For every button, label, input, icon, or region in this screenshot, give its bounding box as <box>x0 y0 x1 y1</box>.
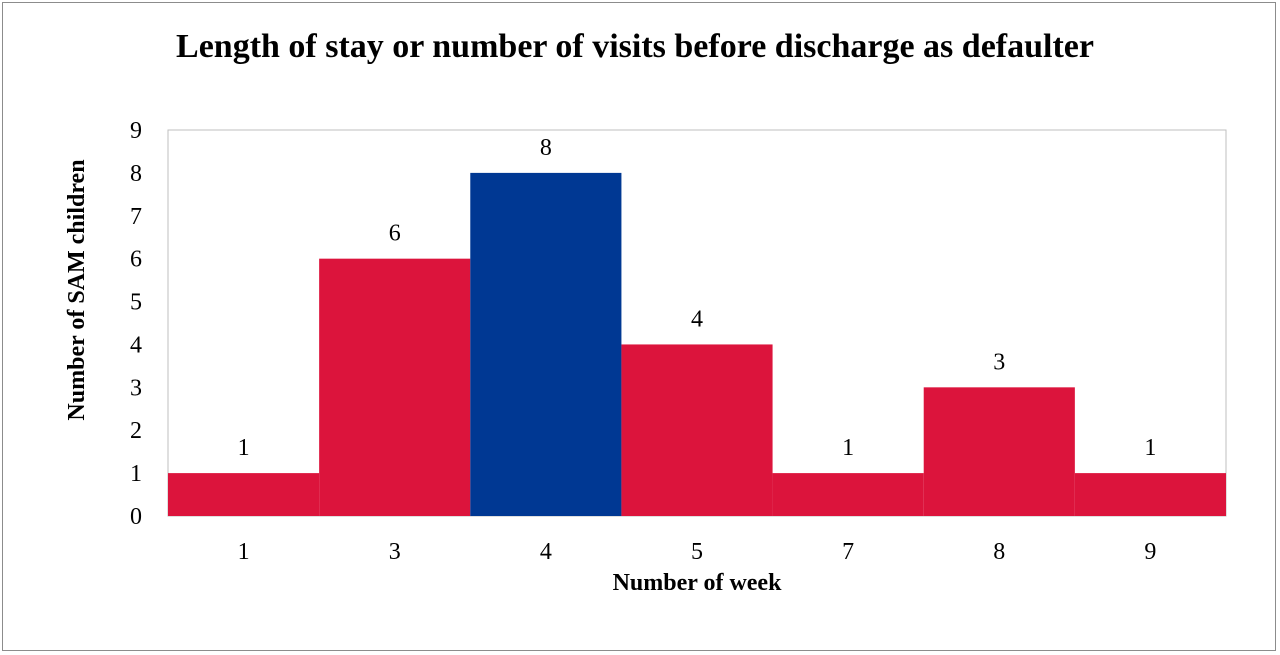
bar-week-7 <box>772 473 924 516</box>
bar-week-3 <box>319 258 471 516</box>
y-tick-label: 3 <box>130 375 142 401</box>
x-tick-label: 8 <box>993 539 1005 565</box>
data-label-week-8: 3 <box>993 349 1005 375</box>
bars-group <box>168 172 1226 516</box>
x-tick-label: 9 <box>1144 539 1156 565</box>
y-tick-label: 7 <box>130 204 142 230</box>
y-axis-title: Number of SAM children <box>64 159 90 420</box>
chart-title: Length of stay or number of visits befor… <box>176 28 1094 65</box>
y-tick-label: 8 <box>130 161 142 187</box>
data-label-week-7: 1 <box>842 435 854 461</box>
x-tick-label: 4 <box>540 539 552 565</box>
y-tick-label: 5 <box>130 290 142 316</box>
x-axis-title: Number of week <box>613 570 783 596</box>
bar-week-4 <box>470 172 622 516</box>
data-label-week-3: 6 <box>389 221 401 247</box>
y-tick-label: 4 <box>130 332 142 358</box>
bar-week-5 <box>621 344 773 516</box>
x-ticks-group: 1 3 4 5 7 8 9 <box>238 539 1157 565</box>
x-tick-label: 7 <box>842 539 854 565</box>
bar-week-8 <box>923 387 1075 516</box>
y-ticks-group: 0 1 2 3 4 5 6 7 8 9 <box>130 118 142 530</box>
y-tick-label: 6 <box>130 247 142 273</box>
bar-week-1 <box>168 473 320 516</box>
x-tick-label: 5 <box>691 539 703 565</box>
data-label-week-1: 1 <box>238 435 250 461</box>
y-tick-label: 2 <box>130 418 142 444</box>
bar-week-9 <box>1074 473 1226 516</box>
y-tick-label: 0 <box>130 504 142 530</box>
data-labels-group: 1 6 8 4 1 3 1 <box>238 135 1157 461</box>
data-label-week-9: 1 <box>1144 435 1156 461</box>
y-tick-label: 1 <box>130 461 142 487</box>
data-label-week-4: 8 <box>540 135 552 161</box>
data-label-week-5: 4 <box>691 306 703 332</box>
x-tick-label: 1 <box>238 539 250 565</box>
y-tick-label: 9 <box>130 118 142 144</box>
x-tick-label: 3 <box>389 539 401 565</box>
